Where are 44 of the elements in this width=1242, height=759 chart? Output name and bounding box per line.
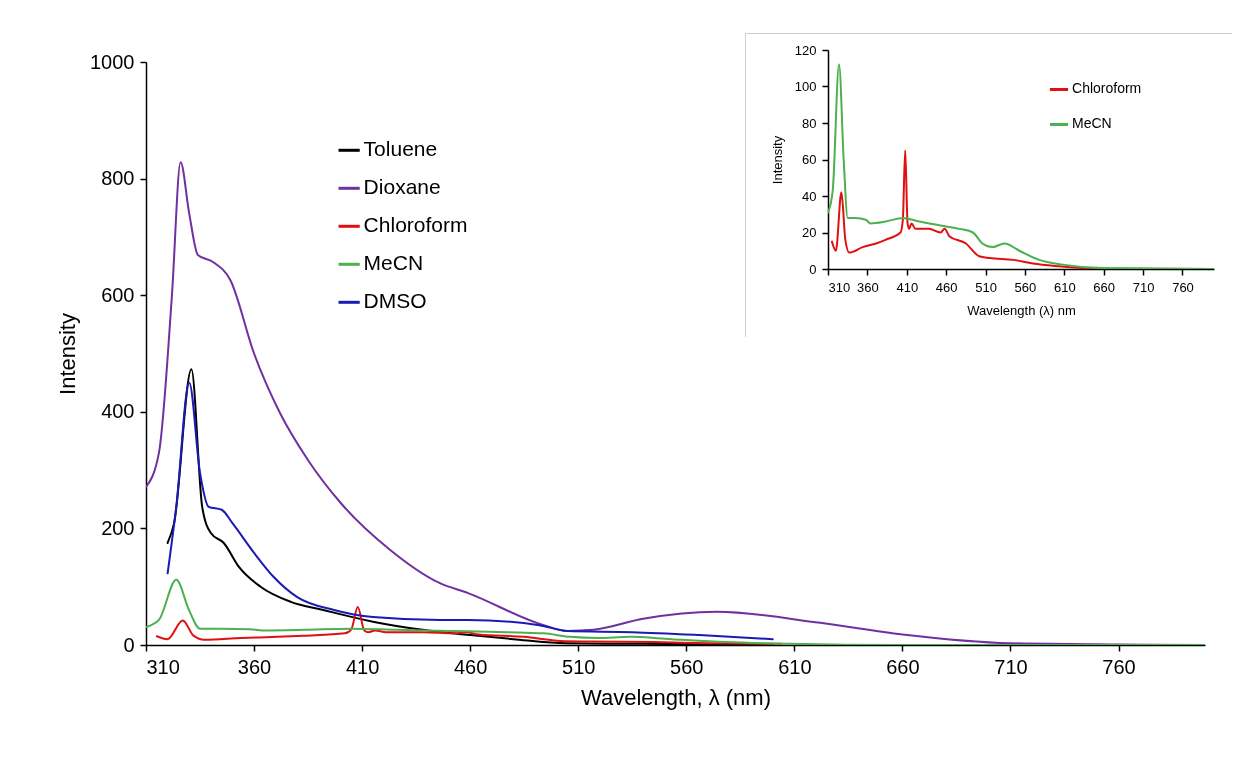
- legend-label: Chloroform: [363, 213, 468, 237]
- x-tick-label: 560: [1014, 279, 1037, 295]
- y-tick-label: 200: [101, 516, 135, 539]
- x-tick-label: 610: [778, 655, 812, 678]
- y-tick-label: 40: [802, 188, 817, 204]
- y-tick-label: 120: [794, 42, 817, 58]
- x-tick-label: 310: [146, 655, 180, 678]
- x-tick-label: 760: [1172, 279, 1194, 295]
- x-tick-label: 510: [562, 655, 596, 678]
- legend-label: MeCN: [1072, 115, 1112, 132]
- x-tick-label: 510: [975, 279, 997, 295]
- x-axis-title: Wavelength, λ (nm): [581, 684, 771, 710]
- y-axis-title: Intensity: [55, 313, 81, 395]
- x-tick-label: 560: [670, 655, 704, 678]
- legend-label: DMSO: [363, 289, 427, 313]
- legend-label: Toluene: [363, 137, 438, 161]
- y-tick-label: 20: [802, 225, 817, 240]
- x-tick-label: 460: [935, 279, 958, 295]
- y-tick-label: 400: [101, 400, 135, 423]
- y-tick-label: 60: [802, 152, 817, 167]
- y-tick-label: 0: [123, 633, 135, 656]
- legend-label: Chloroform: [1072, 80, 1142, 97]
- y-tick-label: 0: [809, 261, 817, 277]
- x-tick-label: 610: [1053, 279, 1076, 295]
- x-tick-label: 660: [886, 655, 920, 678]
- y-axis-title: Intensity: [769, 135, 785, 185]
- legend-label: Dioxane: [363, 175, 441, 199]
- x-tick-label: 710: [994, 655, 1028, 678]
- x-tick-label: 410: [896, 279, 919, 295]
- x-axis-title: Wavelength (λ) nm: [967, 302, 1076, 318]
- x-tick-label: 710: [1132, 279, 1155, 295]
- x-tick-label: 460: [454, 655, 488, 678]
- y-tick-label: 80: [802, 115, 817, 131]
- x-tick-label: 760: [1102, 655, 1136, 678]
- y-tick-label: 1000: [90, 50, 135, 73]
- y-tick-label: 600: [101, 283, 135, 306]
- x-tick-label: 410: [345, 655, 380, 678]
- x-tick-label: 660: [1093, 279, 1116, 295]
- y-tick-label: 100: [794, 79, 817, 94]
- y-tick-label: 800: [101, 167, 135, 190]
- x-tick-label: 310: [828, 279, 851, 295]
- legend-label: MeCN: [363, 251, 424, 275]
- x-tick-label: 360: [237, 655, 272, 678]
- x-tick-label: 360: [857, 279, 879, 295]
